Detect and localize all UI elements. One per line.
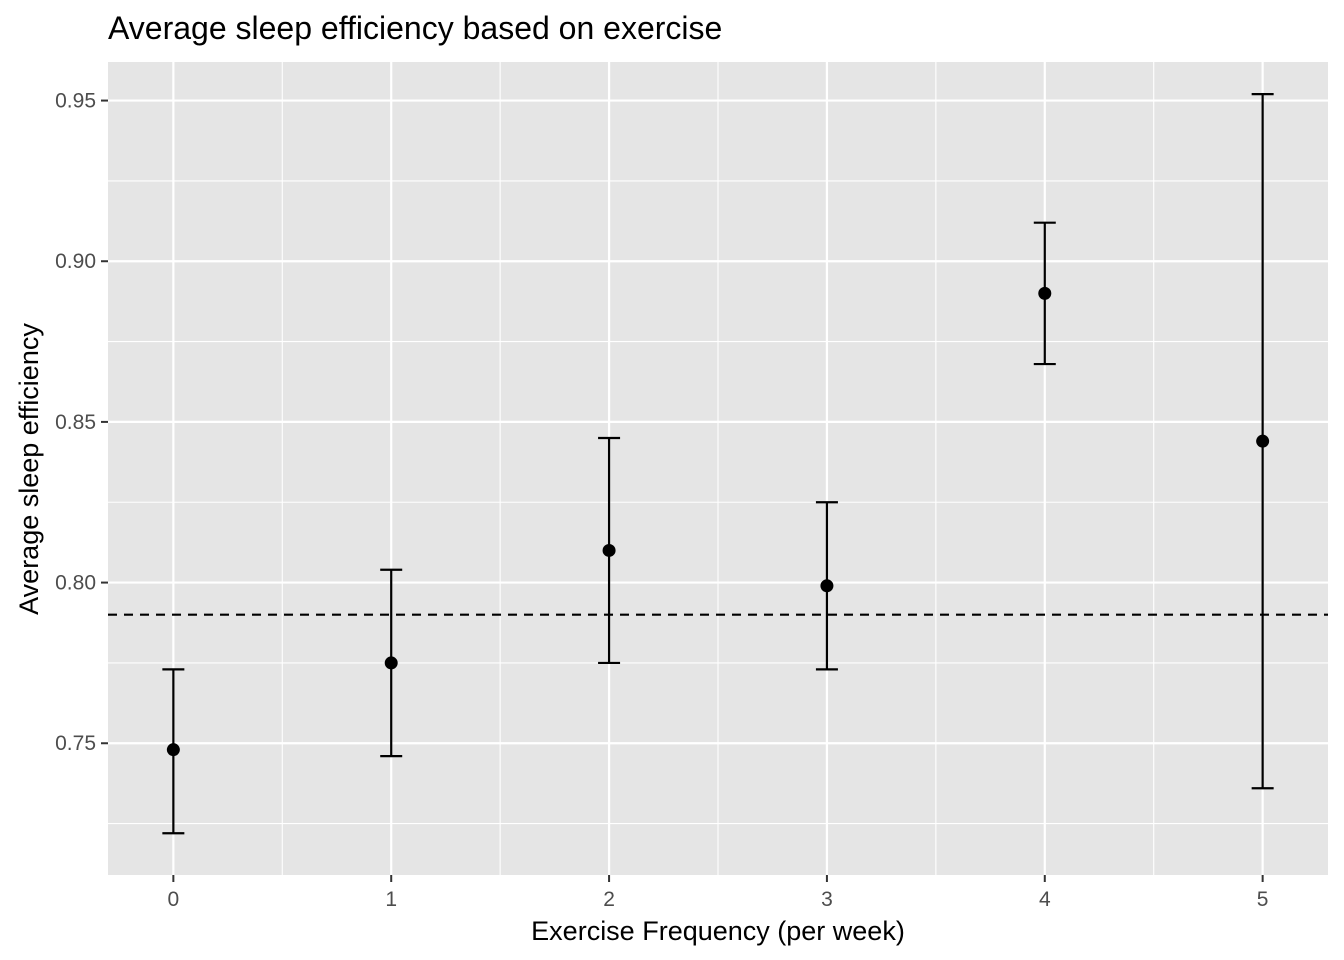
y-axis-title: Average sleep efficiency — [14, 323, 44, 615]
data-point — [1038, 286, 1052, 300]
x-tick-label: 4 — [1039, 888, 1051, 911]
x-axis: 0 1 2 3 4 5 — [168, 875, 1269, 911]
x-axis-title: Exercise Frequency (per week) — [531, 916, 905, 946]
x-tick-label: 1 — [385, 888, 397, 911]
data-point — [820, 579, 834, 593]
x-tick-label: 0 — [168, 888, 180, 911]
y-tick-label: 0.95 — [55, 90, 96, 113]
x-tick-label: 3 — [821, 888, 833, 911]
data-point — [1256, 434, 1270, 448]
data-point — [384, 656, 398, 670]
y-tick-label: 0.80 — [55, 572, 96, 595]
y-axis: 0.75 0.80 0.85 0.90 0.95 — [55, 90, 108, 755]
minor-gridlines — [108, 62, 1328, 875]
chart-title: Average sleep efficiency based on exerci… — [108, 10, 722, 46]
y-tick-label: 0.85 — [55, 411, 96, 434]
y-tick-label: 0.90 — [55, 250, 96, 273]
data-points — [166, 286, 1270, 757]
x-tick-label: 2 — [603, 888, 615, 911]
x-tick-label: 5 — [1257, 888, 1269, 911]
y-tick-label: 0.75 — [55, 732, 96, 755]
data-point — [166, 743, 180, 757]
data-point — [602, 543, 616, 557]
